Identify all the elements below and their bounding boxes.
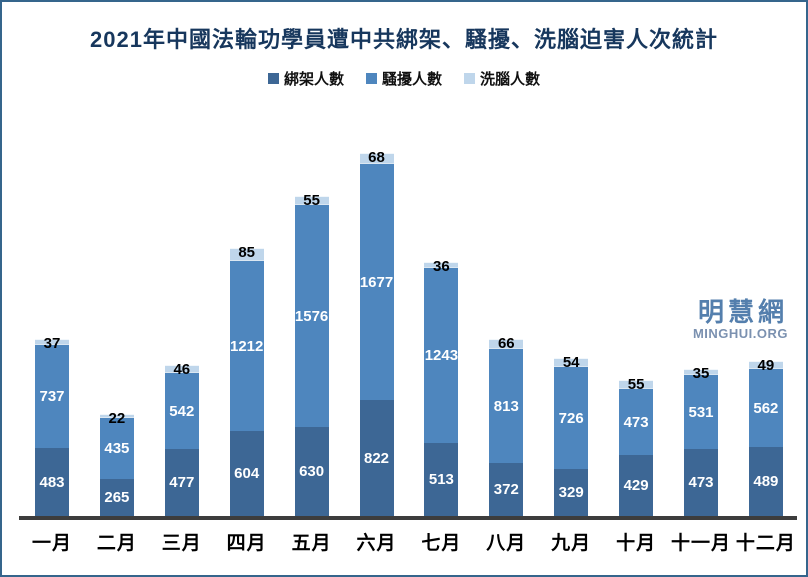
bar-value-label-brainwashed: 55 — [303, 192, 320, 209]
legend-label: 洗腦人數 — [480, 71, 541, 88]
bar-segment-kidnapped: 513 — [424, 443, 459, 516]
bar-segment-brainwashed — [35, 339, 69, 344]
bar-group: 35 531 473 — [684, 366, 718, 516]
bar-segment-harassed: 562 — [748, 368, 783, 447]
bar-group: 46 542 477 — [164, 362, 199, 516]
bar-segment-kidnapped: 329 — [554, 469, 589, 516]
bar-segment-brainwashed — [748, 361, 783, 368]
legend-label: 綁架人數 — [283, 71, 344, 88]
x-axis-line — [19, 516, 797, 520]
bar-value-label-brainwashed: 55 — [627, 376, 645, 393]
bar-value-label-brainwashed: 85 — [238, 244, 256, 261]
legend-item-kidnapped: 綁架人數 — [267, 68, 344, 89]
bar-segment-brainwashed — [229, 248, 264, 260]
x-axis-label: 四月 — [226, 532, 267, 554]
legend-item-brainwashed: 洗腦人數 — [464, 68, 540, 89]
minghui-watermark: 明慧網 MINGHUI.ORG — [693, 298, 788, 341]
bar-segment-brainwashed — [424, 262, 459, 267]
x-axis-label: 三月 — [161, 532, 202, 554]
bar-group: 55 473 429 — [619, 377, 654, 516]
bar-segment-harassed: 435 — [99, 417, 134, 479]
legend-label: 騷擾人數 — [381, 71, 442, 88]
bar-segment-harassed: 1677 — [359, 163, 394, 400]
bar-group: 49 562 489 — [748, 358, 783, 516]
bar-segment-harassed: 473 — [619, 388, 654, 455]
bar-group: 85 1212 604 — [229, 245, 264, 516]
chart-legend: 綁架人數 騷擾人數 洗腦人數 — [2, 68, 806, 89]
x-axis-label: 八月 — [486, 532, 527, 554]
x-axis-labels: 一月 二月 三月 四月 五月 六月 七月 八月 九月 十月 十一月 十二月 — [2, 528, 806, 558]
bar-segment-harassed: 1576 — [294, 204, 329, 427]
bar-value-label-brainwashed: 46 — [173, 361, 191, 378]
bar-segment-kidnapped: 429 — [619, 455, 654, 516]
x-axis-label: 十一月 — [670, 532, 731, 554]
x-axis-label: 六月 — [356, 532, 397, 554]
bar-segment-harassed: 1212 — [229, 260, 264, 431]
bar-segment-harassed: 542 — [164, 372, 199, 449]
bar-group: 66 813 372 — [489, 336, 524, 516]
bar-segment-brainwashed — [99, 414, 134, 417]
plot-area: 37 737 483 22 435 265 46 542 477 85 1212 604 55 1576 6… — [2, 2, 806, 516]
bar-value-label-brainwashed: 49 — [757, 357, 775, 374]
bar-group: 55 1576 630 — [294, 193, 329, 516]
bar-segment-kidnapped: 372 — [489, 463, 524, 516]
bar-value-label-brainwashed: 22 — [108, 410, 126, 427]
bar-segment-harassed: 531 — [684, 374, 718, 449]
legend-swatch-brainwashed-icon — [464, 73, 475, 84]
bar-value-label-brainwashed: 68 — [368, 149, 385, 166]
x-axis-label: 十二月 — [735, 532, 796, 554]
bar-segment-harassed: 813 — [489, 348, 524, 463]
bar-segment-brainwashed — [164, 365, 199, 372]
bar-segment-brainwashed — [684, 369, 718, 374]
bar-value-label-brainwashed: 37 — [43, 335, 61, 352]
bar-segment-kidnapped: 822 — [359, 400, 394, 516]
bar-group: 22 435 265 — [99, 411, 134, 516]
bar-value-label-brainwashed: 36 — [433, 258, 450, 275]
x-axis-label: 七月 — [421, 532, 462, 554]
bar-segment-harassed: 726 — [554, 366, 589, 469]
bar-value-label-brainwashed: 35 — [692, 365, 710, 382]
legend-item-harassed: 騷擾人數 — [365, 68, 442, 89]
bar-segment-kidnapped: 630 — [294, 427, 329, 516]
chart-title: 2021年中國法輪功學員遭中共綁架、騷擾、洗腦迫害人次統計 — [90, 27, 718, 52]
bar-value-label-brainwashed: 54 — [562, 354, 580, 371]
bar-segment-brainwashed — [619, 380, 654, 388]
x-axis-label: 一月 — [31, 532, 72, 554]
bar-segment-brainwashed — [554, 358, 589, 366]
legend-swatch-harassed-icon — [365, 73, 377, 84]
bar-segment-harassed: 1243 — [424, 267, 459, 443]
x-axis-label: 二月 — [96, 532, 137, 554]
bar-group: 54 726 329 — [554, 355, 589, 516]
bar-segment-kidnapped: 477 — [164, 449, 199, 516]
bar-group: 36 1243 513 — [424, 259, 459, 516]
x-axis-label: 九月 — [551, 532, 592, 554]
bar-segment-brainwashed — [359, 153, 394, 163]
legend-swatch-kidnapped-icon — [267, 73, 279, 84]
bar-segment-kidnapped: 489 — [748, 447, 783, 516]
bar-segment-kidnapped: 483 — [35, 448, 69, 516]
bar-segment-kidnapped: 265 — [99, 479, 134, 516]
bar-segment-kidnapped: 473 — [684, 449, 718, 516]
x-axis-label: 五月 — [291, 532, 332, 554]
bar-group: 37 737 483 — [35, 336, 69, 516]
bar-group: 68 1677 822 — [359, 150, 394, 516]
minghui-logo-cn: 明慧網 — [697, 297, 788, 327]
bar-value-label-brainwashed: 66 — [497, 335, 515, 352]
minghui-logo-en: MINGHUI.ORG — [692, 325, 788, 341]
bar-segment-harassed: 737 — [35, 344, 69, 448]
x-axis-label: 十月 — [616, 532, 657, 554]
bar-segment-brainwashed — [489, 339, 524, 348]
bar-segment-brainwashed — [294, 196, 329, 204]
bar-segment-kidnapped: 604 — [229, 431, 264, 516]
